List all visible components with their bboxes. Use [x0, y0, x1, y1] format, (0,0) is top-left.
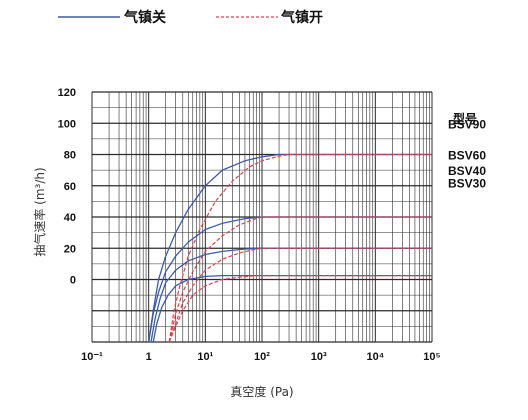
curve-on-3: [168, 216, 432, 343]
legend: 气镇关 气镇开: [58, 9, 323, 26]
x-axis-title: 真空度 (Pa): [230, 384, 293, 399]
y-axis-title: 抽气速率 (m³/h): [32, 167, 47, 256]
legend-label-off: 气镇关: [123, 9, 166, 26]
x-tick-labels: 10⁻¹ 1 10¹ 10² 10³ 10⁴ 10⁵: [81, 351, 441, 363]
curves: [148, 153, 432, 343]
model-label: BSV90: [448, 117, 486, 131]
grid: [91, 91, 433, 343]
y-tick-label: 40: [64, 212, 76, 224]
curve-on-5: [168, 247, 432, 343]
x-tick-label: 10²: [254, 351, 270, 363]
model-label: BSV60: [448, 149, 486, 163]
x-tick-label: 10⁴: [366, 351, 384, 363]
x-tick-label: 10⁻¹: [81, 351, 103, 363]
curve-off-2: [148, 216, 432, 343]
x-tick-label: 10⁵: [423, 351, 440, 363]
y-tick-label: 0: [70, 275, 76, 287]
legend-label-on: 气镇开: [280, 9, 323, 26]
curve-on-1: [168, 153, 432, 343]
curve-off-0: [148, 153, 432, 343]
y-tick-label: 60: [64, 181, 76, 193]
y-tick-label: 80: [64, 150, 76, 162]
curve-off-6: [152, 274, 432, 343]
model-label: BSV40: [448, 164, 486, 178]
x-tick-label: 10³: [311, 351, 327, 363]
model-label: BSV30: [448, 177, 486, 191]
x-tick-label: 1: [146, 351, 152, 363]
y-tick-label: 100: [58, 118, 76, 130]
model-header: 型号: [453, 111, 477, 126]
curve-off-4: [150, 247, 432, 343]
y-tick-labels: 120 100 80 60 40 20 0: [58, 87, 76, 287]
x-tick-label: 10¹: [197, 351, 213, 363]
curve-on-7: [168, 275, 432, 343]
y-tick-label: 20: [64, 243, 76, 255]
y-tick-label: 120: [58, 87, 76, 99]
